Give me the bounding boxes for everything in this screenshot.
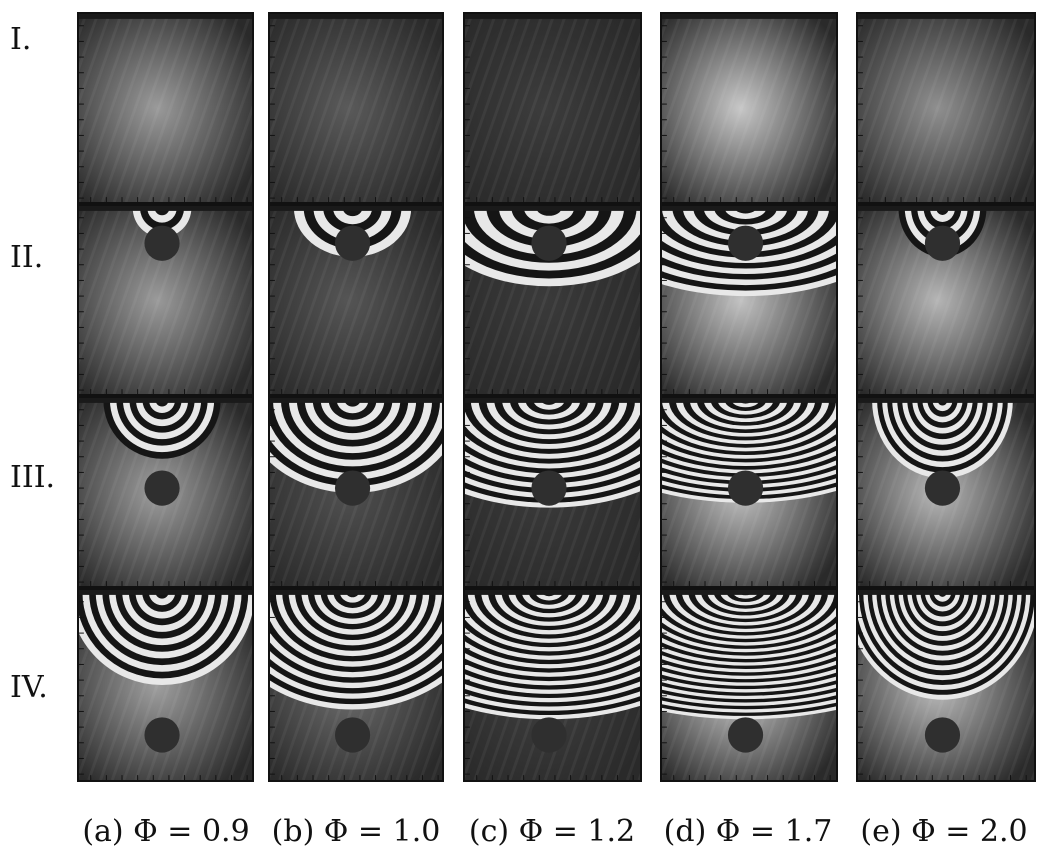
caption-a: (a) Φ = 0.9 xyxy=(82,814,250,849)
interferogram xyxy=(79,590,252,780)
row-label-1: I. xyxy=(10,22,32,57)
interferogram xyxy=(465,398,640,586)
image-panel xyxy=(268,588,444,782)
image-panel xyxy=(856,204,1036,396)
interferogram xyxy=(79,398,252,586)
image-panel xyxy=(268,396,444,588)
caption-e: (e) Φ = 2.0 xyxy=(860,814,1028,849)
image-panel xyxy=(660,588,838,782)
interferogram xyxy=(662,14,836,202)
image-panel xyxy=(463,396,642,588)
image-panel xyxy=(77,12,254,204)
interferogram xyxy=(79,14,252,202)
interferogram xyxy=(270,206,442,394)
interferogram xyxy=(465,590,640,780)
interferogram xyxy=(858,398,1034,586)
interferogram xyxy=(662,590,836,780)
image-panel xyxy=(463,588,642,782)
image-panel xyxy=(268,204,444,396)
image-panel xyxy=(463,204,642,396)
image-panel xyxy=(77,396,254,588)
image-panel xyxy=(660,12,838,204)
image-panel xyxy=(856,396,1036,588)
interferogram xyxy=(465,14,640,202)
interferogram xyxy=(79,206,252,394)
image-panel xyxy=(856,12,1036,204)
interferogram xyxy=(858,14,1034,202)
row-label-2: II. xyxy=(10,240,44,275)
caption-b: (b) Φ = 1.0 xyxy=(271,814,441,849)
interferogram xyxy=(858,590,1034,780)
caption-c: (c) Φ = 1.2 xyxy=(468,814,636,849)
interferogram xyxy=(270,14,442,202)
image-panel xyxy=(463,12,642,204)
caption-d: (d) Φ = 1.7 xyxy=(663,814,833,849)
row-label-3: III. xyxy=(10,460,56,495)
image-panel xyxy=(856,588,1036,782)
row-label-4: IV. xyxy=(10,670,48,705)
interferogram xyxy=(858,206,1034,394)
image-panel xyxy=(77,204,254,396)
image-panel xyxy=(268,12,444,204)
image-panel xyxy=(660,396,838,588)
image-panel xyxy=(77,588,254,782)
interferogram xyxy=(270,590,442,780)
interferogram xyxy=(270,398,442,586)
interferogram xyxy=(465,206,640,394)
interferogram xyxy=(662,398,836,586)
image-panel xyxy=(660,204,838,396)
interferogram xyxy=(662,206,836,394)
